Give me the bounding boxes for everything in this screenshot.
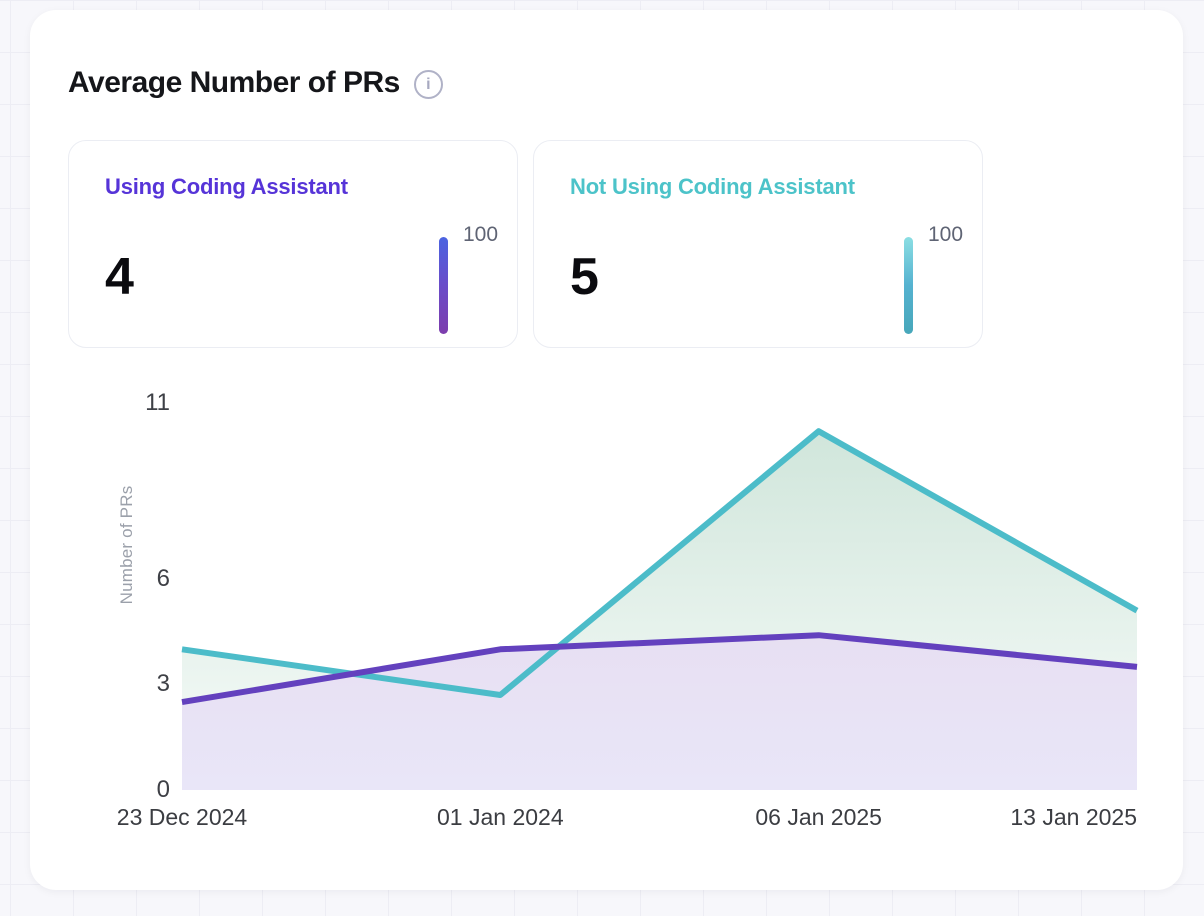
panel-header: Average Number of PRs i — [68, 66, 443, 100]
area-series-1 — [182, 635, 1137, 790]
stat-card-not-using-assistant: Not Using Coding Assistant 5 100 — [533, 140, 983, 348]
stat-card-value: 5 — [570, 248, 599, 306]
y-tick-label: 6 — [156, 564, 170, 592]
line-series-0 — [181, 428, 1139, 698]
prs-area-chart: Number of PRs 0 3 6 11 23 Dec 2024 01 Jan 202… — [30, 380, 1183, 850]
scale-max-label: 100 — [928, 223, 964, 246]
x-tick-label: 23 Dec 2024 — [116, 804, 248, 830]
metrics-panel: Average Number of PRs i Using Coding Ass… — [30, 10, 1183, 890]
gradient-scale-bar — [439, 237, 448, 334]
stat-card-label: Using Coding Assistant — [105, 174, 348, 199]
stat-card-label: Not Using Coding Assistant — [570, 174, 855, 199]
chart-svg[interactable] — [181, 380, 1139, 796]
stat-card-value: 4 — [105, 248, 134, 306]
stat-card-using-assistant: Using Coding Assistant 4 100 — [68, 140, 518, 348]
x-tick-label: 06 Jan 2025 — [755, 804, 882, 830]
scale-max-label: 100 — [463, 223, 499, 246]
y-tick-label: 0 — [156, 776, 170, 803]
x-tick-label: 01 Jan 2024 — [437, 804, 564, 830]
line-series-1 — [181, 632, 1138, 706]
y-tick-label: 3 — [156, 670, 170, 698]
info-icon[interactable]: i — [413, 70, 443, 99]
x-tick-label: 13 Jan 2025 — [1010, 804, 1137, 830]
page-title: Average Number of PRs — [68, 66, 400, 99]
y-tick-label: 11 — [145, 389, 170, 417]
gradient-scale-bar — [904, 237, 913, 334]
